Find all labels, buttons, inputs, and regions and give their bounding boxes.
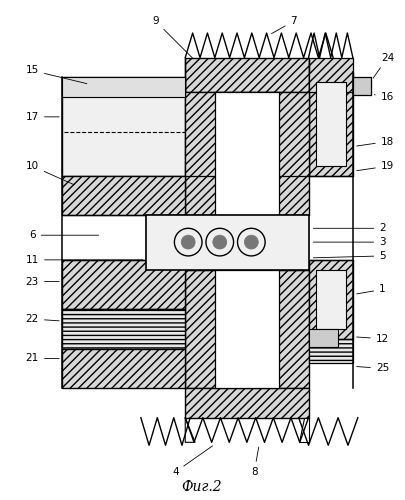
Bar — [309, 72, 353, 176]
Text: Фиг.2: Фиг.2 — [182, 480, 222, 494]
Polygon shape — [298, 418, 309, 442]
Text: 4: 4 — [172, 446, 213, 477]
Circle shape — [244, 235, 258, 249]
Bar — [185, 270, 309, 388]
Bar — [185, 388, 309, 418]
Text: 19: 19 — [357, 161, 394, 171]
Text: 7: 7 — [271, 16, 297, 34]
Text: 21: 21 — [26, 354, 59, 364]
Text: 12: 12 — [357, 334, 389, 344]
Text: 24: 24 — [373, 52, 394, 78]
Bar — [309, 260, 353, 339]
Text: 10: 10 — [26, 161, 74, 185]
Text: 8: 8 — [251, 447, 259, 477]
Circle shape — [181, 235, 195, 249]
Bar — [62, 348, 185, 388]
Bar — [62, 176, 185, 216]
Text: 15: 15 — [26, 66, 87, 84]
Bar — [62, 309, 185, 348]
Text: 18: 18 — [357, 136, 394, 146]
Bar — [185, 58, 309, 92]
Text: 16: 16 — [374, 92, 394, 102]
Text: 11: 11 — [26, 255, 143, 265]
Text: 2: 2 — [313, 224, 386, 234]
Text: 17: 17 — [26, 112, 59, 122]
Bar — [316, 270, 346, 329]
Bar — [309, 58, 353, 92]
Bar — [353, 78, 371, 95]
Text: 1: 1 — [357, 284, 386, 294]
Bar — [146, 216, 309, 270]
Bar — [185, 92, 309, 216]
Bar — [316, 82, 346, 166]
Text: 23: 23 — [26, 276, 59, 286]
Bar — [62, 260, 185, 309]
Bar — [62, 78, 185, 176]
Bar — [309, 339, 353, 363]
Text: 9: 9 — [152, 16, 193, 58]
Text: 6: 6 — [29, 230, 99, 240]
Text: 5: 5 — [313, 251, 386, 261]
Bar — [62, 78, 185, 97]
Text: 3: 3 — [313, 237, 386, 247]
Bar — [215, 270, 279, 388]
Bar — [215, 92, 279, 216]
Polygon shape — [185, 418, 195, 442]
Text: 22: 22 — [26, 314, 59, 324]
Circle shape — [213, 235, 227, 249]
Text: 25: 25 — [357, 364, 389, 374]
Bar — [309, 329, 338, 346]
